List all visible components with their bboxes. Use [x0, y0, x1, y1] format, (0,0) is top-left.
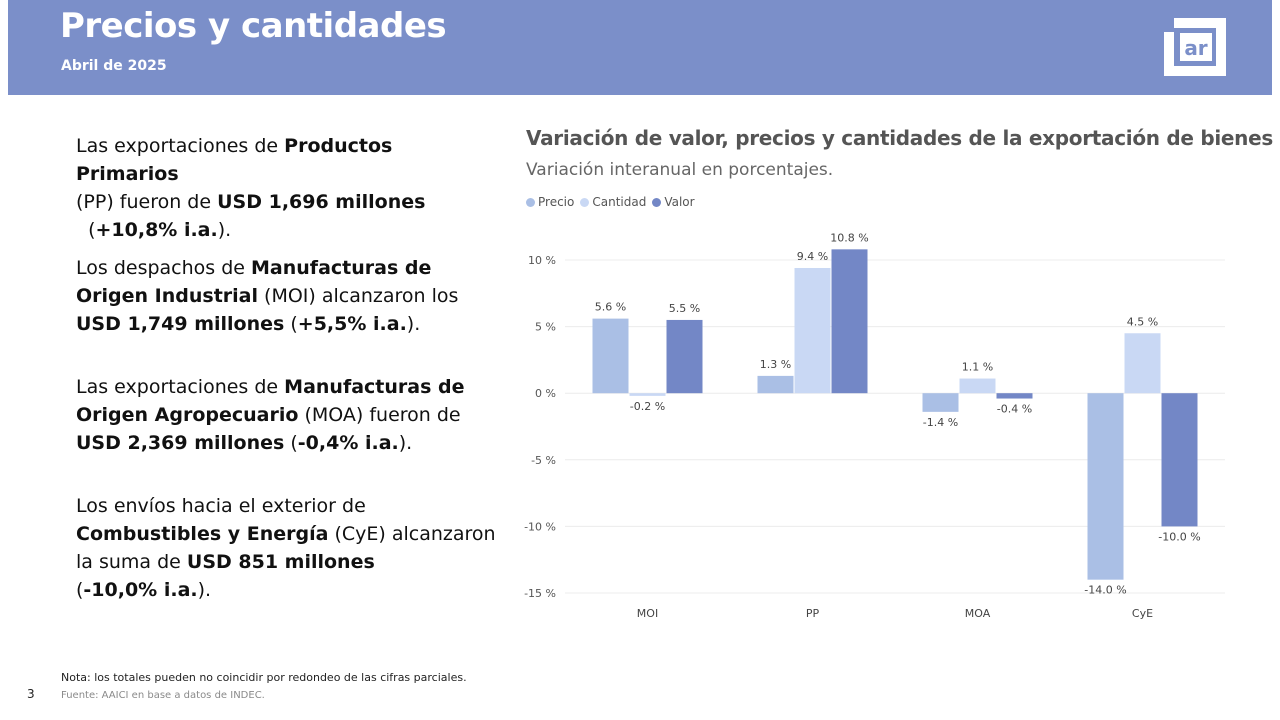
chart-title: Variación de valor, precios y cantidades… — [526, 126, 1273, 150]
data-label: -1.4 % — [923, 416, 958, 429]
bar — [666, 319, 703, 394]
legend-dot-valor — [652, 197, 662, 207]
logo-text: ar — [1184, 36, 1207, 60]
data-label: -0.2 % — [630, 400, 665, 413]
data-label: 5.6 % — [595, 301, 626, 314]
bar — [592, 318, 629, 394]
y-tick-label: -10 % — [524, 520, 556, 533]
data-label: 1.3 % — [760, 358, 791, 371]
legend-item-valor: Valor — [652, 195, 695, 209]
y-tick-label: 10 % — [528, 254, 556, 267]
legend-dot-precio — [526, 197, 535, 207]
y-tick-label: -15 % — [524, 587, 556, 600]
bar — [996, 393, 1033, 399]
paragraph-pp: Las exportaciones de Productos Primarios… — [76, 135, 426, 241]
data-label: -0.4 % — [997, 403, 1032, 416]
bar — [959, 378, 996, 394]
x-tick-label: CyE — [1132, 607, 1153, 620]
bar — [1124, 333, 1161, 394]
legend-item-cantidad: Cantidad — [580, 195, 646, 209]
paragraph-cye: Los envíos hacia el exterior de Combusti… — [76, 495, 496, 601]
x-tick-label: MOA — [965, 607, 991, 620]
data-label: -10.0 % — [1158, 530, 1200, 543]
data-label: 9.4 % — [797, 250, 828, 263]
chart-subtitle: Variación interanual en porcentajes. — [526, 160, 834, 180]
chart-legend: Precio Cantidad Valor — [526, 195, 701, 209]
data-label: -14.0 % — [1084, 584, 1126, 597]
bar — [922, 393, 959, 412]
data-label: 10.8 % — [830, 231, 868, 244]
bar — [794, 267, 831, 394]
header-banner: Precios y cantidades Abril de 2025 ar — [8, 0, 1272, 95]
x-tick-label: MOI — [637, 607, 658, 620]
paragraph-moa: Las exportaciones de Manufacturas de Ori… — [76, 376, 465, 454]
legend-item-precio: Precio — [526, 195, 574, 209]
data-label: 5.5 % — [669, 302, 700, 315]
paragraph-moi: Los despachos de Manufacturas de Origen … — [76, 257, 459, 335]
data-label: 1.1 % — [962, 361, 993, 374]
y-tick-label: 0 % — [535, 387, 556, 400]
bar — [629, 393, 666, 396]
page-subtitle: Abril de 2025 — [61, 58, 167, 74]
x-tick-label: PP — [806, 607, 820, 620]
bar — [831, 249, 868, 394]
data-label: 4.5 % — [1127, 315, 1158, 328]
ar-logo-icon: ar — [1164, 18, 1226, 76]
page-number: 3 — [27, 687, 35, 701]
y-tick-label: -5 % — [531, 454, 556, 467]
y-tick-label: 5 % — [535, 321, 556, 334]
legend-dot-cantidad — [580, 197, 590, 207]
bar — [757, 375, 794, 394]
footnote: Nota: los totales pueden no coincidir po… — [61, 671, 467, 684]
bar — [1087, 393, 1124, 580]
bar — [1161, 393, 1198, 527]
page-title: Precios y cantidades — [60, 6, 447, 46]
source-note: Fuente: AAICI en base a datos de INDEC. — [61, 690, 265, 701]
bar-chart: 10 % 5 % 0 % -5 % -10 % -15 % 5.6 % -0.2 % 5.5 %… — [524, 231, 1225, 620]
